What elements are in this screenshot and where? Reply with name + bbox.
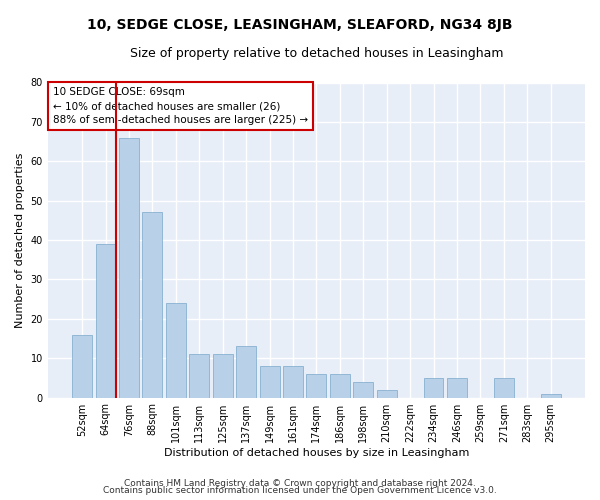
- Bar: [353, 382, 373, 398]
- Text: 10 SEDGE CLOSE: 69sqm
← 10% of detached houses are smaller (26)
88% of semi-deta: 10 SEDGE CLOSE: 69sqm ← 10% of detached …: [53, 87, 308, 125]
- Text: 10, SEDGE CLOSE, LEASINGHAM, SLEAFORD, NG34 8JB: 10, SEDGE CLOSE, LEASINGHAM, SLEAFORD, N…: [87, 18, 513, 32]
- Bar: [260, 366, 280, 398]
- Text: Contains public sector information licensed under the Open Government Licence v3: Contains public sector information licen…: [103, 486, 497, 495]
- Bar: [190, 354, 209, 398]
- Bar: [424, 378, 443, 398]
- Bar: [166, 303, 186, 398]
- Bar: [307, 374, 326, 398]
- Y-axis label: Number of detached properties: Number of detached properties: [15, 152, 25, 328]
- Bar: [377, 390, 397, 398]
- Bar: [72, 334, 92, 398]
- Title: Size of property relative to detached houses in Leasingham: Size of property relative to detached ho…: [130, 48, 503, 60]
- Bar: [494, 378, 514, 398]
- Bar: [330, 374, 350, 398]
- Bar: [119, 138, 139, 398]
- Bar: [213, 354, 233, 398]
- Bar: [447, 378, 467, 398]
- Bar: [541, 394, 560, 398]
- Bar: [283, 366, 303, 398]
- Bar: [95, 244, 116, 398]
- Text: Contains HM Land Registry data © Crown copyright and database right 2024.: Contains HM Land Registry data © Crown c…: [124, 478, 476, 488]
- Bar: [236, 346, 256, 398]
- Bar: [142, 212, 163, 398]
- X-axis label: Distribution of detached houses by size in Leasingham: Distribution of detached houses by size …: [164, 448, 469, 458]
